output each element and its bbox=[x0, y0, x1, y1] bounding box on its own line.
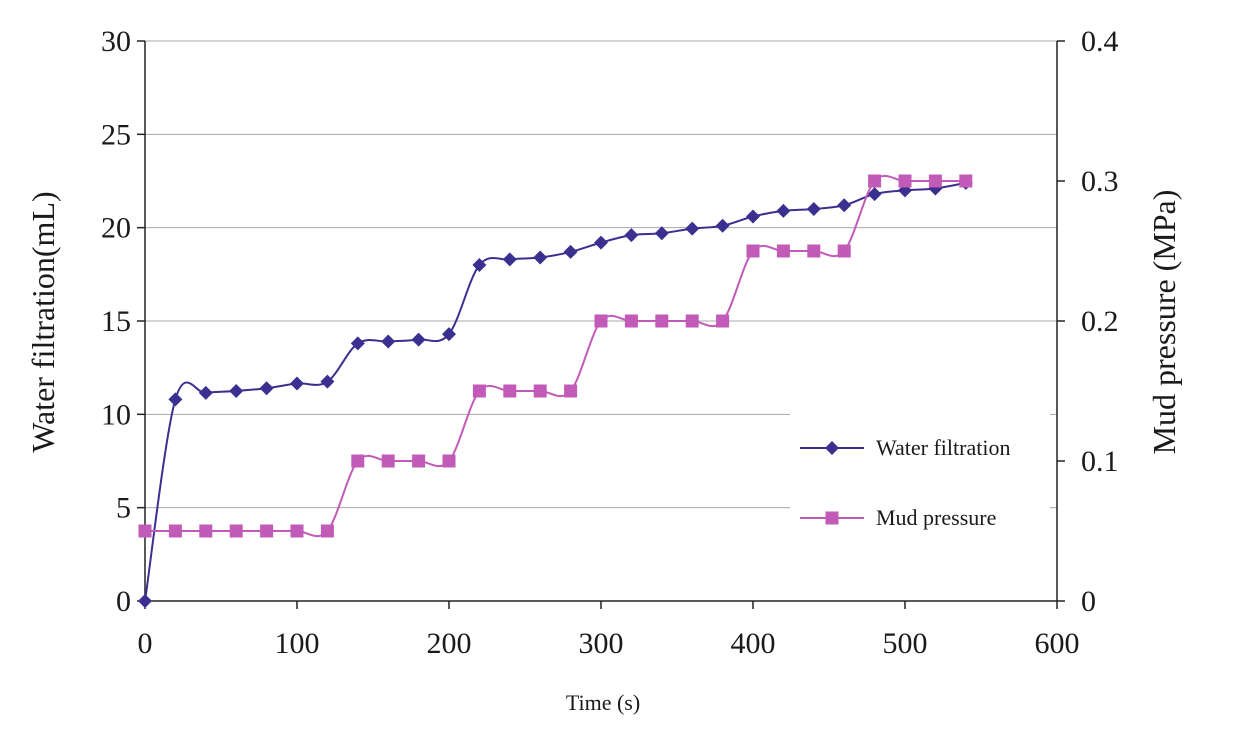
water-filtration-point bbox=[746, 209, 760, 224]
mud-pressure-point bbox=[959, 174, 973, 188]
mud-pressure-point bbox=[928, 174, 942, 188]
legend-mud-pressure-label: Mud pressure bbox=[876, 505, 996, 530]
mud-pressure-point bbox=[138, 524, 152, 538]
y2-tick-label: 0.1 bbox=[1081, 445, 1119, 478]
mud-pressure-point bbox=[442, 454, 456, 468]
water-filtration-point bbox=[198, 385, 213, 400]
water-filtration-point bbox=[502, 252, 517, 267]
mud-pressure-point bbox=[229, 524, 243, 538]
x-axis-title: Time (s) bbox=[566, 690, 640, 715]
mud-pressure-point bbox=[594, 314, 608, 328]
water-filtration-point bbox=[411, 332, 426, 347]
x-tick-label: 0 bbox=[138, 627, 153, 660]
water-filtration-point bbox=[350, 336, 365, 351]
y2-axis-title: Mud pressure (MPa) bbox=[1146, 190, 1182, 455]
mud-pressure-point bbox=[564, 384, 578, 398]
water-filtration-point bbox=[472, 258, 487, 272]
water-filtration-point bbox=[685, 221, 700, 236]
mud-pressure-point bbox=[807, 244, 821, 258]
legend-water-filtration-marker bbox=[825, 441, 839, 455]
mud-pressure-point bbox=[837, 244, 851, 258]
water-filtration-point bbox=[624, 228, 639, 243]
mud-pressure-point bbox=[685, 314, 699, 328]
y-tick-label: 30 bbox=[101, 25, 131, 58]
y-tick-label: 25 bbox=[101, 118, 131, 151]
mud-pressure-point bbox=[655, 314, 669, 328]
x-tick-label: 600 bbox=[1035, 627, 1080, 660]
y-tick-label: 0 bbox=[116, 585, 131, 618]
water-filtration-point bbox=[654, 226, 669, 241]
mud-pressure-point bbox=[898, 174, 912, 188]
y-tick-label: 5 bbox=[116, 492, 131, 525]
mud-pressure-point bbox=[199, 524, 213, 538]
water-filtration-point bbox=[806, 202, 821, 216]
water-filtration-point bbox=[837, 198, 852, 213]
series-layer bbox=[138, 174, 973, 608]
water-filtration-point bbox=[259, 381, 274, 396]
mud-pressure-point bbox=[746, 244, 760, 258]
water-filtration-point bbox=[229, 384, 244, 398]
water-filtration-point bbox=[138, 594, 152, 608]
y-tick-label: 10 bbox=[101, 398, 131, 431]
y2-tick-label: 0.2 bbox=[1081, 305, 1119, 338]
water-filtration-point bbox=[290, 376, 304, 391]
water-filtration-point bbox=[776, 203, 791, 218]
mud-pressure-point bbox=[624, 314, 638, 328]
y2-tick-label: 0.3 bbox=[1081, 165, 1119, 198]
x-tick-label: 200 bbox=[427, 627, 472, 660]
legend-water-filtration-label: Water filtration bbox=[876, 435, 1010, 460]
y2-tick-label: 0.4 bbox=[1081, 25, 1119, 58]
mud-pressure-point bbox=[320, 524, 334, 538]
mud-pressure-point bbox=[412, 454, 426, 468]
mud-pressure-point bbox=[503, 384, 517, 398]
x-tick-label: 400 bbox=[731, 627, 776, 660]
water-filtration-point bbox=[381, 334, 396, 349]
x-tick-label: 500 bbox=[883, 627, 928, 660]
mud-pressure-point bbox=[290, 524, 304, 538]
water-filtration-point bbox=[867, 187, 882, 202]
mud-pressure-point bbox=[168, 524, 182, 538]
y-tick-label: 15 bbox=[101, 305, 131, 338]
mud-pressure-point bbox=[776, 244, 790, 258]
water-filtration-point bbox=[533, 250, 548, 265]
mud-pressure-point bbox=[716, 314, 730, 328]
legend-mud-pressure-marker bbox=[825, 511, 839, 525]
mud-pressure-point bbox=[381, 454, 395, 468]
mud-pressure-point bbox=[260, 524, 274, 538]
x-tick-label: 100 bbox=[275, 627, 320, 660]
mud-pressure-point bbox=[351, 454, 365, 468]
y-tick-label: 20 bbox=[101, 212, 131, 245]
mud-pressure-point bbox=[472, 384, 486, 398]
y2-tick-label: 0 bbox=[1081, 585, 1096, 618]
axes bbox=[137, 40, 1065, 609]
water-filtration-point bbox=[442, 327, 456, 342]
water-filtration-point bbox=[594, 235, 608, 250]
mud-pressure-line bbox=[145, 174, 966, 538]
water-filtration-point bbox=[715, 218, 730, 233]
mud-pressure-point bbox=[868, 174, 882, 188]
legend: Water filtration Mud pressure bbox=[790, 412, 1050, 547]
water-filtration-point bbox=[563, 244, 578, 259]
water-filtration-point bbox=[168, 392, 183, 407]
mud-pressure-point bbox=[533, 384, 547, 398]
x-tick-label: 300 bbox=[579, 627, 624, 660]
water-filtration-point bbox=[320, 374, 335, 389]
y-axis-title: Water filtration(mL) bbox=[25, 191, 61, 452]
